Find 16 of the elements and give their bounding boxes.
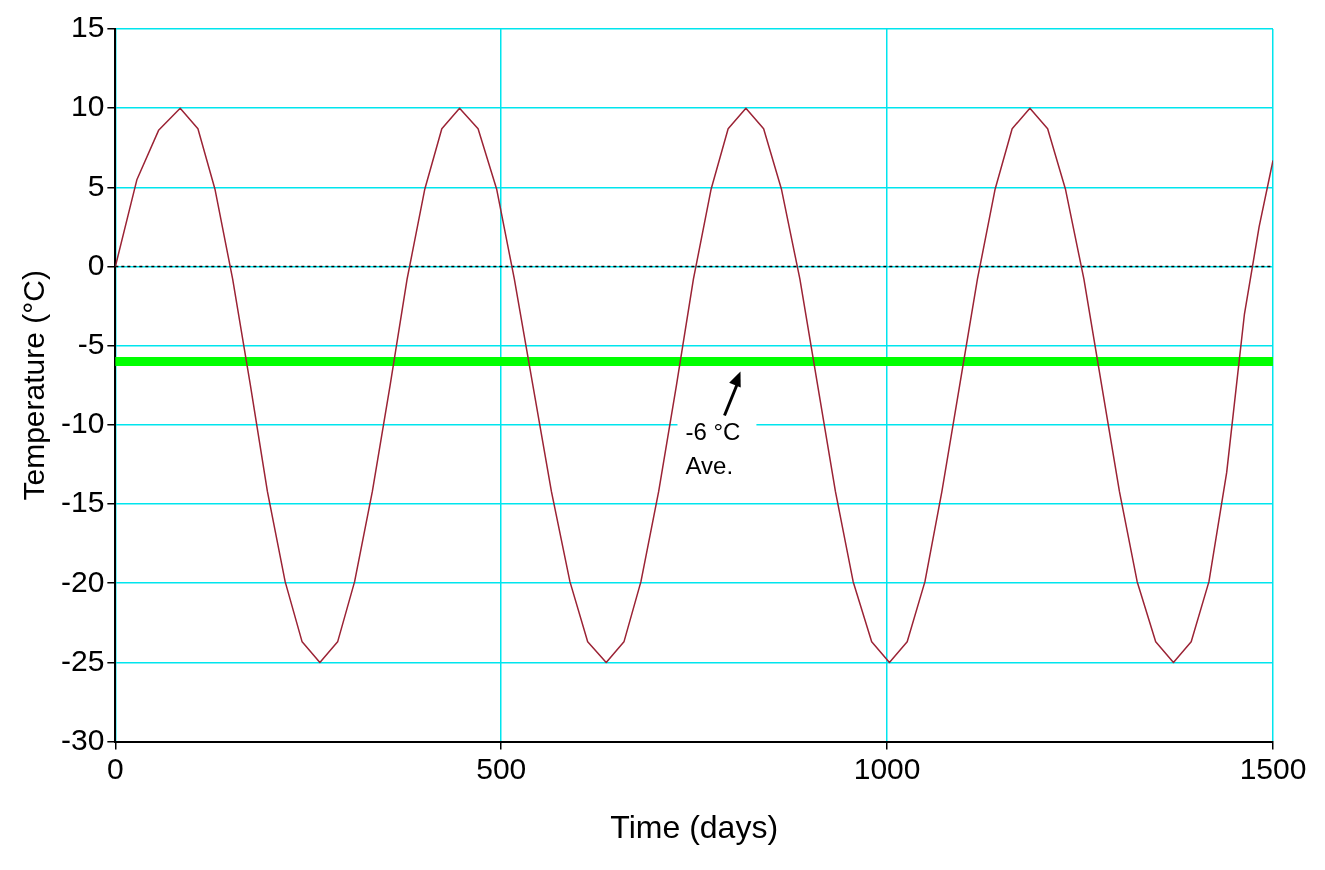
x-tick-label: 1000 xyxy=(853,751,921,785)
ref-line-label: -6 °C Ave. xyxy=(685,418,741,480)
y-tick-label: 15 xyxy=(70,10,105,44)
y-tick-label: -20 xyxy=(61,564,105,598)
y-tick-label: 10 xyxy=(70,89,105,123)
y-tick-label: -30 xyxy=(61,722,105,756)
y-axis-title: Temperature (°C) xyxy=(17,270,51,501)
y-tick-label: -15 xyxy=(61,485,105,519)
y-tick-label: -25 xyxy=(61,643,105,677)
y-tick-label: 0 xyxy=(87,247,105,281)
x-tick-label: 1500 xyxy=(1239,751,1307,785)
y-tick-label: 5 xyxy=(87,168,105,202)
x-axis-title: Time (days) xyxy=(610,808,779,845)
y-tick-label: -5 xyxy=(77,326,105,360)
x-tick-label: 500 xyxy=(476,751,527,785)
y-tick-label: -10 xyxy=(61,406,105,440)
